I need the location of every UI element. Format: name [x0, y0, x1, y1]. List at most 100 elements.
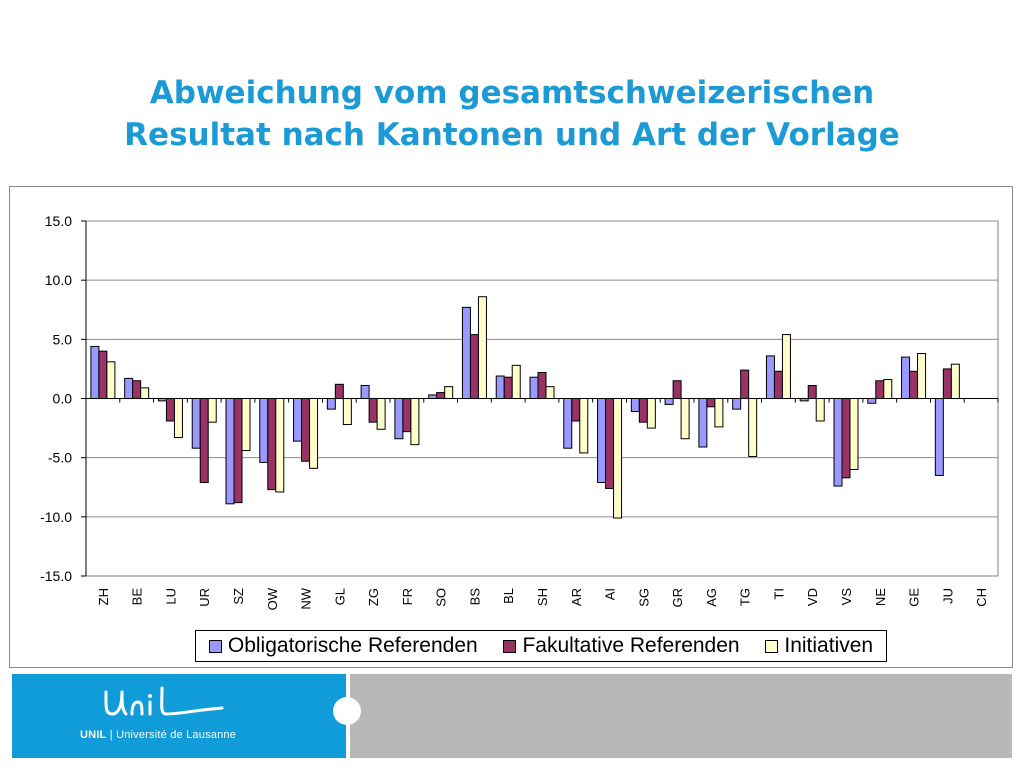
- footer-grey-band: [350, 674, 1012, 758]
- x-tick-label: ZH: [96, 588, 111, 605]
- bar-ne-1: [875, 380, 885, 399]
- x-tick-label: AR: [569, 588, 584, 606]
- bar-sg-1: [638, 398, 648, 423]
- bar-vd-2: [815, 398, 825, 422]
- bar-sh-0: [529, 376, 539, 400]
- y-tick-label: 10.0: [45, 272, 72, 288]
- x-tick-label: ZG: [366, 588, 381, 606]
- bar-bl-0: [495, 375, 505, 399]
- bar-ti-1: [773, 370, 783, 399]
- chart-legend: Obligatorische Referenden Fakultative Re…: [195, 630, 887, 662]
- bar-fr-0: [394, 398, 404, 440]
- bar-so-1: [436, 392, 446, 400]
- bar-ti-2: [781, 334, 791, 400]
- bar-ur-0: [191, 398, 201, 449]
- legend-item-fakultative: Fakultative Referenden: [503, 634, 740, 658]
- bar-ge-0: [901, 356, 911, 400]
- legend-label-initiativen: Initiativen: [784, 634, 874, 657]
- bar-vs-0: [833, 398, 843, 487]
- bar-vd-1: [807, 384, 817, 400]
- bar-ar-2: [579, 398, 589, 454]
- bar-tg-0: [732, 398, 742, 410]
- bar-ur-1: [199, 398, 209, 484]
- bar-bs-0: [461, 306, 471, 399]
- bar-ai-0: [597, 398, 607, 484]
- bar-bl-2: [511, 364, 521, 400]
- slide-title-line-1: Abweichung vom gesamtschweizerischen: [149, 75, 875, 111]
- x-tick-label: TI: [771, 588, 786, 600]
- x-tick-label: VD: [805, 588, 820, 606]
- bar-zh-0: [90, 345, 100, 399]
- bar-nw-0: [293, 398, 303, 442]
- bar-ne-0: [867, 398, 877, 404]
- x-tick-label: AG: [704, 588, 719, 607]
- bar-sh-2: [545, 386, 555, 399]
- x-tick-label: BL: [501, 588, 516, 604]
- bar-zg-2: [376, 398, 386, 430]
- footer-brand-band: [12, 674, 346, 758]
- bar-sg-0: [630, 398, 640, 413]
- bar-fr-2: [410, 398, 420, 446]
- bar-so-2: [444, 386, 454, 399]
- x-tick-label: OW: [265, 587, 280, 610]
- x-tick-label: SZ: [231, 588, 246, 605]
- legend-label-obligatorische: Obligatorische Referenden: [227, 634, 478, 657]
- bar-nw-2: [309, 398, 319, 469]
- bar-fr-1: [402, 398, 412, 433]
- bar-bs-1: [469, 334, 479, 400]
- legend-item-initiativen: Initiativen: [765, 634, 873, 658]
- x-tick-label: SO: [434, 588, 449, 607]
- bar-gr-2: [680, 398, 690, 440]
- y-tick-label: -5.0: [48, 450, 72, 466]
- bar-ju-1: [942, 368, 952, 399]
- bar-ju-2: [950, 363, 960, 399]
- logo-separator: |: [109, 729, 113, 741]
- x-tick-label: LU: [163, 588, 178, 605]
- y-tick-label: -10.0: [40, 509, 72, 525]
- bar-nw-1: [301, 398, 311, 462]
- bar-zg-0: [360, 384, 370, 400]
- bar-ju-0: [934, 398, 944, 476]
- x-tick-label: BE: [130, 588, 145, 606]
- logo-abbrev: UNIL: [80, 729, 107, 741]
- x-tick-label: SH: [535, 588, 550, 606]
- bar-bl-1: [503, 376, 513, 400]
- bar-ag-0: [698, 398, 708, 448]
- legend-swatch-fakultative: [503, 639, 517, 653]
- x-tick-label: VS: [839, 588, 854, 606]
- bar-ag-1: [706, 398, 716, 408]
- x-tick-label: SG: [636, 588, 651, 607]
- bar-sz-1: [233, 398, 243, 504]
- bar-be-0: [124, 377, 134, 399]
- bar-vs-2: [849, 398, 859, 470]
- bar-gl-1: [334, 383, 344, 399]
- bar-vs-1: [841, 398, 851, 479]
- bar-zh-1: [98, 350, 108, 399]
- bar-sg-2: [646, 398, 656, 429]
- bar-lu-1: [165, 398, 175, 422]
- bar-ai-2: [613, 398, 623, 519]
- x-tick-label: GL: [332, 588, 347, 605]
- bar-zh-2: [106, 361, 116, 400]
- bar-gl-0: [326, 398, 336, 410]
- bar-sz-2: [241, 398, 251, 452]
- x-tick-label: GE: [907, 588, 922, 607]
- x-tick-label: JU: [940, 588, 955, 604]
- bar-sz-0: [225, 398, 235, 505]
- bar-ar-1: [571, 398, 581, 422]
- bar-lu-2: [173, 398, 183, 439]
- bar-sh-1: [537, 371, 547, 400]
- bar-tg-2: [748, 398, 758, 457]
- bar-ne-2: [883, 379, 893, 400]
- bar-gr-0: [664, 398, 674, 405]
- bar-ow-2: [275, 398, 285, 493]
- logo-university-name: Université de Lausanne: [116, 729, 237, 741]
- x-tick-label: CH: [974, 588, 989, 607]
- x-tick-label: FR: [400, 588, 415, 605]
- bar-gr-1: [672, 380, 682, 399]
- bar-ge-1: [909, 370, 919, 399]
- bar-be-2: [140, 387, 150, 400]
- y-tick-label: 15.0: [45, 213, 72, 229]
- y-tick-label: 0.0: [53, 391, 73, 407]
- bar-ow-1: [267, 398, 277, 491]
